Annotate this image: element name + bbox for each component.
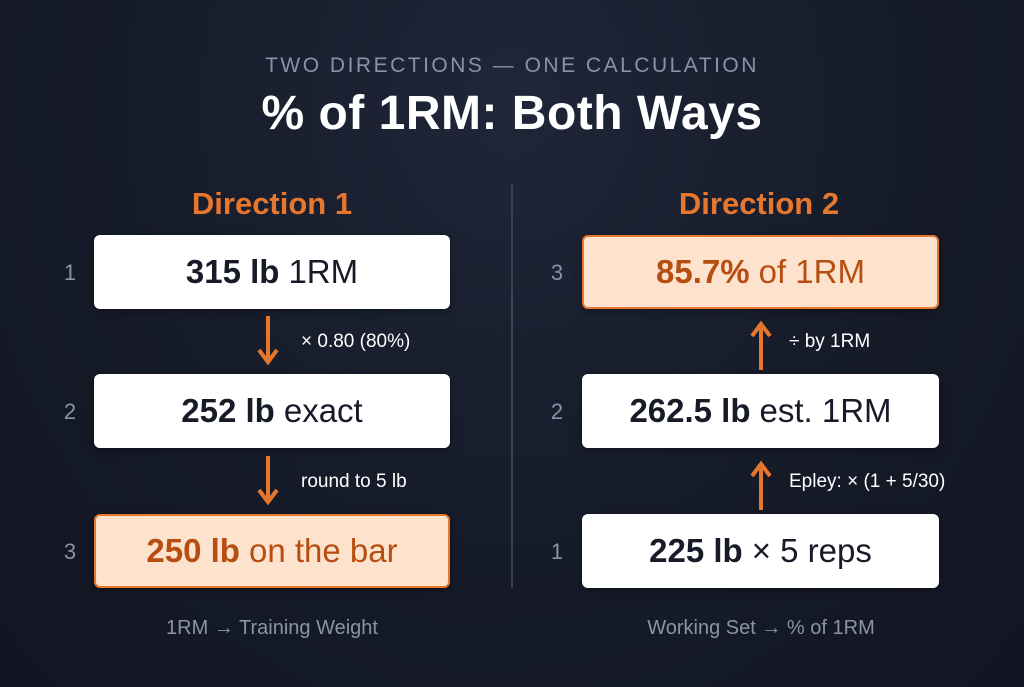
step-value: 252 lb [181,392,275,429]
direction-2-heading: Direction 2 [678,186,840,221]
step-number: 1 [63,260,77,285]
direction-1-heading: Direction 1 [191,186,353,221]
step-number: 2 [550,399,564,424]
step-box-highlight: 250 lb on the bar [94,514,450,588]
step-number: 1 [550,539,564,564]
step-unit: exact [283,392,363,429]
direction-1-footer: 1RM → Training Weight [166,617,378,639]
step-box: 262.5 lb est. 1RM [582,374,939,448]
down-arrow-icon [257,316,279,366]
step-box: 315 lb 1RM [94,235,450,309]
step-unit: on the bar [248,532,398,569]
up-arrow-icon [750,320,772,370]
step-box: 252 lb exact [94,374,450,448]
step-unit: est. 1RM [759,392,892,429]
step-number: 2 [63,399,77,424]
step-box-highlight: 85.7% of 1RM [582,235,939,309]
step-value: 315 lb [185,253,280,290]
step-box: 225 lb × 5 reps [582,514,939,588]
step-number: 3 [550,260,564,285]
page-title: % of 1RM: Both Ways [261,87,763,140]
column-divider [511,183,513,588]
operation-label: × 0.80 (80%) [301,331,411,352]
step-number: 3 [63,539,77,564]
step-value: 225 lb [649,532,743,569]
step-unit: of 1RM [758,253,865,290]
operation-label: Epley: × (1 + 5/30) [789,471,946,492]
operation-label: round to 5 lb [301,471,407,492]
step-value: 250 lb [146,532,240,569]
direction-2-footer: Working Set → % of 1RM [647,617,875,639]
step-unit: 1RM [288,253,359,290]
eyebrow-label: TWO DIRECTIONS — ONE CALCULATION [265,54,759,77]
step-value: 262.5 lb [629,392,751,429]
step-unit: × 5 reps [751,532,872,569]
up-arrow-icon [750,460,772,510]
operation-label: ÷ by 1RM [789,331,871,352]
down-arrow-icon [257,456,279,506]
step-value: 85.7% [656,253,750,290]
